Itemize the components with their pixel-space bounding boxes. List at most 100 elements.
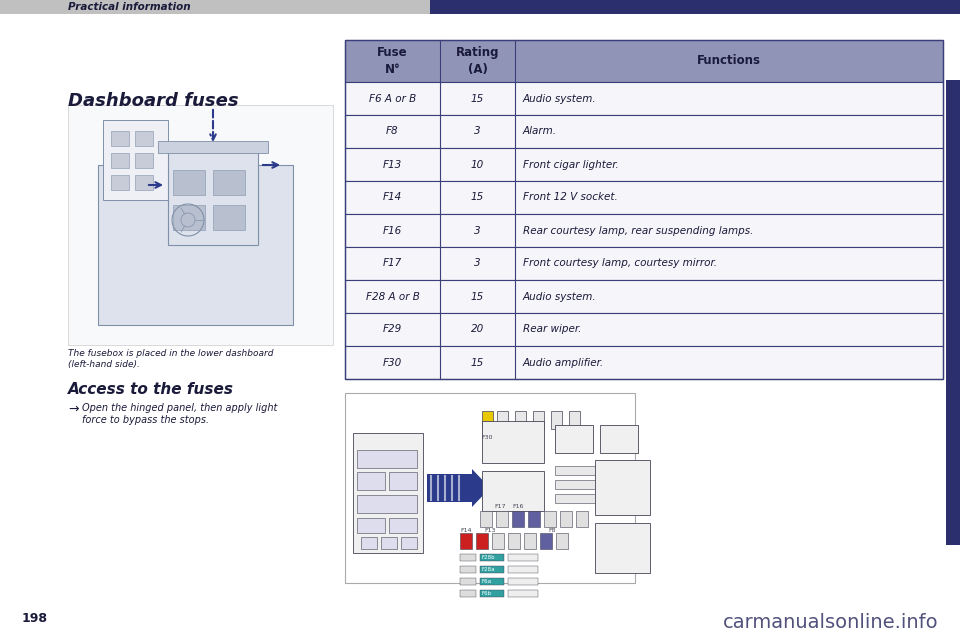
Bar — [578, 0, 580, 14]
Bar — [482, 421, 544, 463]
Bar — [534, 0, 536, 14]
Bar — [434, 0, 436, 14]
Bar — [452, 0, 454, 14]
Bar — [555, 480, 625, 489]
Bar — [532, 0, 534, 14]
Bar — [357, 472, 385, 490]
Bar — [0, 0, 430, 14]
Text: Dashboard fuses: Dashboard fuses — [68, 92, 239, 110]
Text: 3: 3 — [474, 225, 481, 236]
Bar — [389, 472, 417, 490]
Text: 198: 198 — [22, 612, 48, 625]
Text: Front 12 V socket.: Front 12 V socket. — [523, 193, 617, 202]
Text: 10: 10 — [470, 159, 484, 170]
Bar — [460, 578, 476, 585]
Bar — [508, 590, 538, 597]
Bar — [548, 0, 550, 14]
Text: F14: F14 — [460, 528, 471, 533]
Bar — [213, 170, 245, 195]
Bar — [595, 523, 650, 573]
Bar — [103, 120, 168, 200]
Bar — [564, 0, 566, 14]
Bar — [492, 0, 494, 14]
Bar — [595, 460, 650, 515]
Bar — [482, 411, 493, 429]
Bar — [448, 0, 450, 14]
Bar — [468, 0, 470, 14]
Bar — [508, 566, 538, 573]
Bar — [512, 0, 514, 14]
Text: →: → — [68, 403, 79, 416]
Text: 3: 3 — [474, 127, 481, 136]
Bar — [946, 80, 960, 545]
Text: F6a: F6a — [481, 579, 492, 584]
Text: Front courtesy lamp, courtesy mirror.: Front courtesy lamp, courtesy mirror. — [523, 259, 717, 269]
Bar — [551, 411, 562, 429]
Bar — [582, 0, 584, 14]
Bar — [502, 0, 504, 14]
Text: 15: 15 — [470, 193, 484, 202]
Bar — [544, 511, 556, 527]
Bar — [568, 0, 570, 14]
Text: F16: F16 — [383, 225, 402, 236]
Bar — [490, 0, 492, 14]
Bar — [381, 537, 397, 549]
Bar — [462, 0, 464, 14]
Text: F6b: F6b — [481, 591, 492, 596]
Bar — [530, 0, 532, 14]
Text: F16: F16 — [513, 504, 524, 509]
Bar — [524, 533, 536, 549]
Text: Alarm.: Alarm. — [523, 127, 557, 136]
Bar — [560, 0, 562, 14]
Bar — [496, 511, 508, 527]
Text: F30: F30 — [481, 435, 492, 440]
Bar — [555, 466, 625, 475]
Bar — [345, 247, 943, 280]
Text: force to bypass the stops.: force to bypass the stops. — [82, 415, 209, 425]
Bar — [544, 0, 546, 14]
Bar — [496, 0, 498, 14]
Bar — [569, 411, 580, 429]
Bar — [508, 554, 538, 561]
Text: Practical information: Practical information — [68, 2, 191, 12]
Bar — [533, 411, 544, 429]
Text: 15: 15 — [470, 358, 484, 367]
Bar — [588, 0, 590, 14]
Bar — [555, 494, 625, 503]
Bar — [555, 425, 593, 453]
Bar — [470, 0, 472, 14]
Bar — [345, 346, 943, 379]
Bar — [484, 0, 486, 14]
Bar — [480, 0, 482, 14]
Bar — [345, 393, 635, 583]
Bar — [542, 0, 544, 14]
Bar — [528, 0, 530, 14]
Text: F13: F13 — [383, 159, 402, 170]
Bar — [361, 537, 377, 549]
Bar — [508, 533, 520, 549]
Bar — [524, 0, 526, 14]
Bar — [401, 537, 417, 549]
Bar — [514, 0, 516, 14]
Bar — [135, 153, 153, 168]
Text: Functions: Functions — [697, 54, 761, 67]
Bar — [574, 0, 576, 14]
Bar — [440, 0, 442, 14]
Text: F28 A or B: F28 A or B — [366, 291, 420, 301]
Bar — [584, 0, 586, 14]
Bar — [111, 153, 129, 168]
Text: 15: 15 — [470, 291, 484, 301]
Bar — [357, 495, 417, 513]
Text: F28a: F28a — [481, 567, 494, 572]
Bar — [158, 141, 268, 153]
Bar — [536, 0, 538, 14]
Bar — [345, 40, 943, 379]
Bar — [570, 0, 572, 14]
Text: Rear wiper.: Rear wiper. — [523, 324, 582, 335]
Bar — [522, 0, 524, 14]
Bar — [173, 205, 205, 230]
Bar — [492, 533, 504, 549]
Bar — [68, 105, 333, 345]
Text: 3: 3 — [474, 259, 481, 269]
Bar — [345, 148, 943, 181]
